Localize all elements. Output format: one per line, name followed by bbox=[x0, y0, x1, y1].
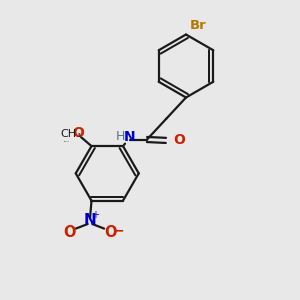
Text: +: + bbox=[91, 210, 99, 220]
Text: CH: CH bbox=[60, 129, 76, 139]
Text: methoxy: methoxy bbox=[64, 140, 70, 142]
Text: N: N bbox=[84, 213, 96, 228]
Text: O: O bbox=[72, 127, 84, 140]
Text: O: O bbox=[104, 225, 116, 240]
Text: O: O bbox=[173, 134, 185, 147]
Text: H: H bbox=[115, 130, 125, 143]
Text: N: N bbox=[124, 130, 136, 143]
Text: Br: Br bbox=[190, 19, 206, 32]
Text: O: O bbox=[64, 225, 76, 240]
Text: −: − bbox=[112, 224, 124, 238]
Text: ₃: ₃ bbox=[76, 129, 80, 139]
